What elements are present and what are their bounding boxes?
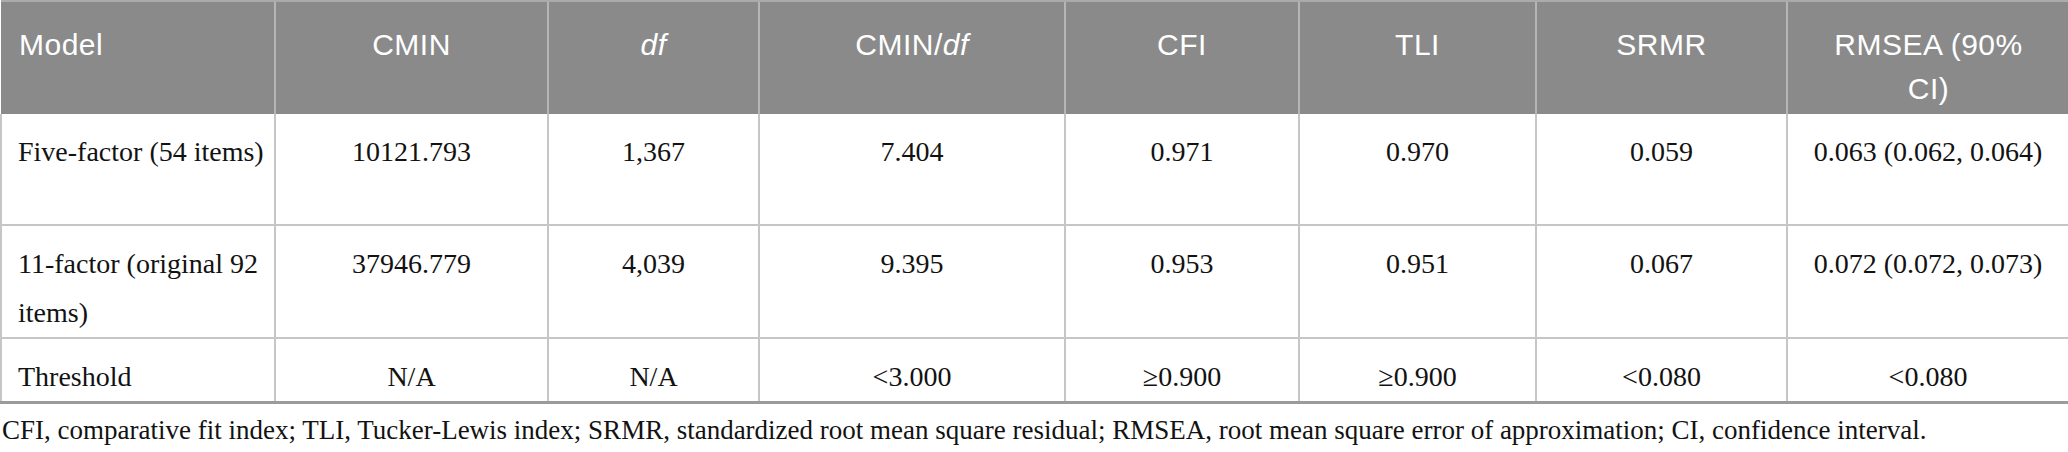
cell-cmin: N/A (275, 338, 548, 403)
cell-tli: ≥0.900 (1299, 338, 1536, 403)
col-header-cmin-df-prefix: CMIN/ (855, 28, 943, 61)
cell-srmr: <0.080 (1536, 338, 1787, 403)
cell-tli: 0.951 (1299, 225, 1536, 338)
col-header-df: df (548, 1, 759, 114)
cell-srmr: 0.059 (1536, 114, 1787, 225)
cell-df: N/A (548, 338, 759, 403)
cell-df: 4,039 (548, 225, 759, 338)
cell-srmr: 0.067 (1536, 225, 1787, 338)
col-header-cmin-df-italic: df (943, 28, 969, 61)
col-header-cfi: CFI (1065, 1, 1299, 114)
cell-cfi: ≥0.900 (1065, 338, 1299, 403)
col-header-rmsea: RMSEA (90%CI) (1787, 1, 2068, 114)
paper-table-figure: Model CMIN df CMIN/df CFI TLI SRMR RMSEA… (0, 0, 2068, 452)
cell-model: Threshold (1, 338, 275, 403)
table-row-eleven-factor: 11-factor (original 92 items) 37946.779 … (1, 225, 2068, 338)
col-header-tli: TLI (1299, 1, 1536, 114)
cell-cmin: 37946.779 (275, 225, 548, 338)
cell-cmin: 10121.793 (275, 114, 548, 225)
cell-model: 11-factor (original 92 items) (1, 225, 275, 338)
header-row: Model CMIN df CMIN/df CFI TLI SRMR RMSEA… (1, 1, 2068, 114)
table-row-threshold: Threshold N/A N/A <3.000 ≥0.900 ≥0.900 <… (1, 338, 2068, 403)
cell-cmin-df: <3.000 (759, 338, 1065, 403)
cell-rmsea: <0.080 (1787, 338, 2068, 403)
cell-cmin-df: 9.395 (759, 225, 1065, 338)
col-header-rmsea-line1: RMSEA (90% (1798, 23, 2059, 67)
col-header-rmsea-line2: CI) (1798, 67, 2059, 111)
cell-rmsea: 0.063 (0.062, 0.064) (1787, 114, 2068, 225)
col-header-cmin: CMIN (275, 1, 548, 114)
col-header-srmr: SRMR (1536, 1, 1787, 114)
col-header-cmin-df: CMIN/df (759, 1, 1065, 114)
table-footnote: CFI, comparative fit index; TLI, Tucker-… (0, 404, 2068, 447)
cell-model: Five-factor (54 items) (1, 114, 275, 225)
cell-cmin-df: 7.404 (759, 114, 1065, 225)
col-header-model: Model (1, 1, 275, 114)
cell-tli: 0.970 (1299, 114, 1536, 225)
model-fit-table: Model CMIN df CMIN/df CFI TLI SRMR RMSEA… (0, 0, 2068, 404)
cell-df: 1,367 (548, 114, 759, 225)
table-row-five-factor: Five-factor (54 items) 10121.793 1,367 7… (1, 114, 2068, 225)
cell-cfi: 0.953 (1065, 225, 1299, 338)
cell-cfi: 0.971 (1065, 114, 1299, 225)
cell-rmsea: 0.072 (0.072, 0.073) (1787, 225, 2068, 338)
